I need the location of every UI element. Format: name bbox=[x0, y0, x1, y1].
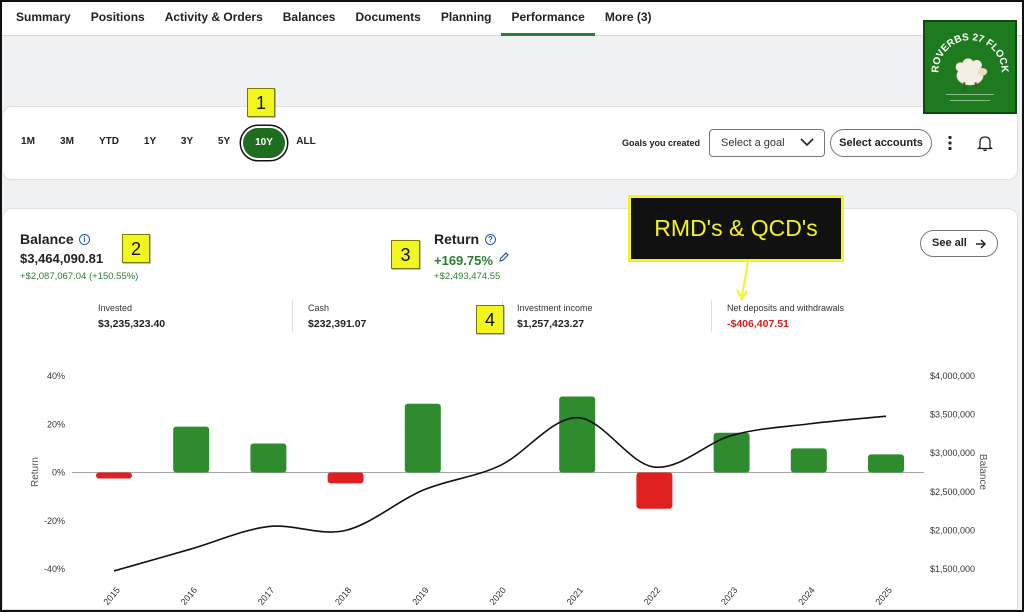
nav-tab-planning[interactable]: Planning bbox=[440, 9, 492, 24]
balance-change-pct: (+150.55%) bbox=[88, 271, 139, 282]
info-icon[interactable]: i bbox=[79, 234, 90, 245]
return-bar-2023 bbox=[713, 432, 750, 473]
return-value: +169.75% bbox=[434, 253, 493, 268]
nav-tab-positions[interactable]: Positions bbox=[90, 9, 145, 24]
x-tick-label: 2021 bbox=[565, 585, 586, 607]
x-tick-label: 2022 bbox=[642, 585, 663, 607]
metric-label-invested: Invested bbox=[98, 303, 133, 313]
y2-tick-label: $3,500,000 bbox=[930, 410, 975, 420]
x-tick-label: 2017 bbox=[256, 585, 277, 607]
metric-value-cash: $232,391.07 bbox=[308, 318, 367, 330]
x-tick-label: 2018 bbox=[333, 585, 354, 607]
x-tick-label: 2025 bbox=[873, 585, 894, 607]
balance-value: $3,464,090.81 bbox=[20, 251, 104, 266]
range-button-ytd[interactable]: YTD bbox=[99, 136, 119, 147]
nav-tab-activity-orders[interactable]: Activity & Orders bbox=[164, 9, 263, 24]
range-button-3m[interactable]: 3M bbox=[60, 136, 74, 147]
y2-tick-label: $1,500,000 bbox=[930, 564, 975, 574]
balance-change: +$2,087,067.04 (+150.55%) bbox=[20, 271, 138, 282]
balance-line bbox=[113, 415, 887, 572]
metric-divider bbox=[711, 300, 712, 332]
range-button-1m[interactable]: 1M bbox=[21, 136, 35, 147]
x-tick-label: 2019 bbox=[410, 585, 431, 607]
callout-1: 1 bbox=[247, 88, 275, 117]
x-tick-label: 2016 bbox=[179, 585, 200, 607]
return-bar-2022 bbox=[636, 472, 673, 509]
return-title: Return bbox=[434, 231, 480, 247]
range-button-1y[interactable]: 1Y bbox=[143, 136, 157, 147]
see-all-button[interactable]: See all bbox=[920, 230, 998, 257]
y2-tick-label: $2,000,000 bbox=[930, 525, 975, 535]
y2-tick-label: $2,500,000 bbox=[930, 487, 975, 497]
select-accounts-button[interactable]: Select accounts bbox=[830, 129, 932, 157]
x-tick-label: 2024 bbox=[796, 585, 817, 607]
metric-label-cash: Cash bbox=[308, 303, 330, 313]
y-tick-label: -20% bbox=[44, 516, 65, 526]
y-tick-label: 0% bbox=[52, 468, 65, 478]
metric-label-investment-income: Investment income bbox=[517, 303, 593, 313]
return-bar-2015 bbox=[96, 472, 132, 479]
nav-tab-documents[interactable]: Documents bbox=[355, 9, 421, 24]
nav-tab-balances[interactable]: Balances bbox=[282, 9, 336, 24]
return-bar-2024 bbox=[790, 448, 827, 473]
notifications-bell-icon[interactable] bbox=[976, 134, 994, 152]
y-tick-label: 40% bbox=[47, 371, 65, 381]
x-tick-label: 2023 bbox=[719, 585, 740, 607]
balance-title: Balance bbox=[20, 231, 74, 247]
y-tick-label: 20% bbox=[47, 419, 65, 429]
y2-axis-title: Balance bbox=[977, 454, 988, 491]
range-button-3y[interactable]: 3Y bbox=[180, 136, 194, 147]
y2-tick-label: $4,000,000 bbox=[930, 371, 975, 381]
help-icon[interactable]: ? bbox=[485, 234, 496, 245]
return-change: +$2,493,474.55 bbox=[434, 271, 501, 282]
x-tick-label: 2020 bbox=[487, 585, 508, 607]
y-tick-label: -40% bbox=[44, 564, 65, 574]
goal-select-value: Select a goal bbox=[721, 137, 785, 149]
goal-select[interactable]: Select a goal bbox=[709, 129, 825, 157]
performance-chart: 40% 20% 0% -20% -40% $4,000,000 $3,500,000 $3,0… bbox=[30, 371, 988, 607]
sheep-icon: PROVERBS 27 FLOCKS bbox=[925, 22, 1010, 101]
return-bar-2018 bbox=[327, 472, 364, 484]
callout-4: 4 bbox=[476, 305, 504, 334]
y-axis-title: Return bbox=[30, 457, 41, 487]
see-all-label: See all bbox=[932, 237, 967, 249]
return-bar-2025 bbox=[868, 454, 904, 473]
nav-tab-summary[interactable]: Summary bbox=[16, 9, 71, 24]
performance-card bbox=[2, 208, 1018, 610]
callout-3: 3 bbox=[391, 240, 420, 269]
metric-value-invested: $3,235,323.40 bbox=[98, 318, 166, 330]
range-button-10y[interactable]: 10Y bbox=[243, 128, 285, 158]
top-nav: Summary Positions Activity & Orders Balance… bbox=[2, 2, 1022, 36]
nav-tab-performance[interactable]: Performance bbox=[501, 2, 596, 36]
y2-tick-label: $3,000,000 bbox=[930, 448, 975, 458]
return-bar-2019 bbox=[404, 403, 441, 473]
more-options-icon[interactable] bbox=[942, 134, 958, 152]
metric-label-net-deposits: Net deposits and withdrawals bbox=[727, 303, 845, 313]
callout-2: 2 bbox=[122, 234, 150, 263]
return-bar-2021 bbox=[559, 396, 596, 473]
proverbs-logo: PROVERBS 27 FLOCKS bbox=[923, 20, 1017, 114]
return-bar-2017 bbox=[250, 443, 287, 473]
balance-change-amount: +$2,087,067.04 bbox=[20, 271, 87, 282]
arrow-right-icon bbox=[976, 239, 987, 249]
edit-pencil-icon[interactable] bbox=[498, 251, 510, 263]
range-button-all[interactable]: ALL bbox=[296, 136, 316, 147]
annotation-arrow bbox=[736, 260, 749, 301]
chevron-down-icon bbox=[800, 138, 814, 147]
nav-tab-more-3[interactable]: More (3) bbox=[604, 9, 652, 24]
return-bar-2016 bbox=[173, 426, 210, 473]
metric-divider bbox=[292, 300, 293, 332]
x-tick-label: 2015 bbox=[101, 585, 122, 607]
metric-value-investment-income: $1,257,423.27 bbox=[517, 318, 585, 330]
goals-label: Goals you created bbox=[622, 138, 701, 148]
metric-value-net-deposits: -$406,407.51 bbox=[727, 318, 789, 330]
rmd-qcd-annotation: RMD's & QCD's bbox=[628, 195, 844, 262]
range-button-5y[interactable]: 5Y bbox=[217, 136, 231, 147]
